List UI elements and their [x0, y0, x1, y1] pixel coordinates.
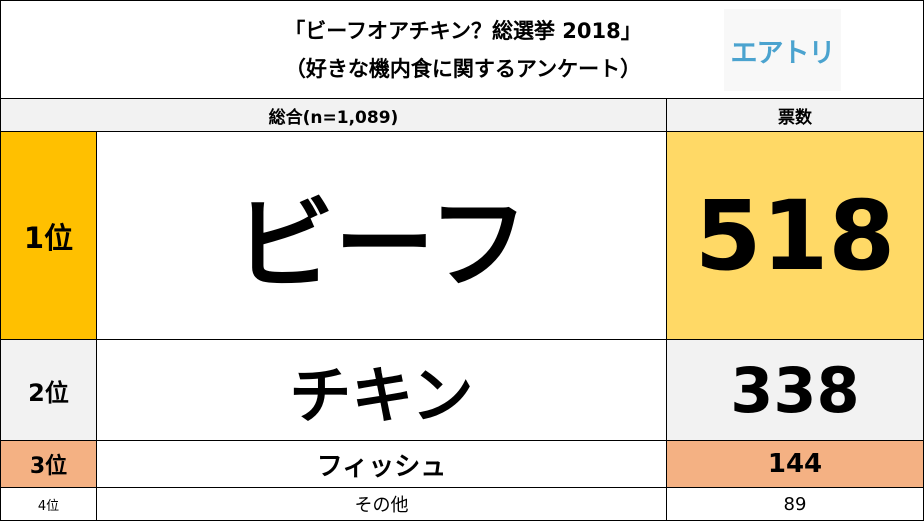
rank-3: 3位	[0, 440, 97, 488]
name-4: その他	[96, 487, 667, 521]
votes-3: 144	[666, 440, 924, 488]
title-line-1: 「ビーフオアチキン？総選挙 2018」	[284, 19, 642, 43]
name-2: チキン	[96, 339, 667, 441]
rank-1: 1位	[0, 131, 97, 340]
rank-2: 2位	[0, 339, 97, 441]
rank-4: 4位	[0, 487, 97, 521]
airtrip-logo: エアトリ	[724, 9, 841, 91]
title-area: 「ビーフオアチキン？総選挙 2018」 （好きな機内食に関するアンケート） エア…	[0, 0, 924, 99]
title-line-2: （好きな機内食に関するアンケート）	[284, 57, 642, 81]
name-1: ビーフ	[96, 131, 667, 340]
votes-4: 89	[666, 487, 924, 521]
votes-1: 518	[666, 131, 924, 340]
header-votes: 票数	[666, 98, 924, 132]
name-3: フィッシュ	[96, 440, 667, 488]
header-overall: 総合(n=1,089)	[0, 98, 667, 132]
votes-2: 338	[666, 339, 924, 441]
